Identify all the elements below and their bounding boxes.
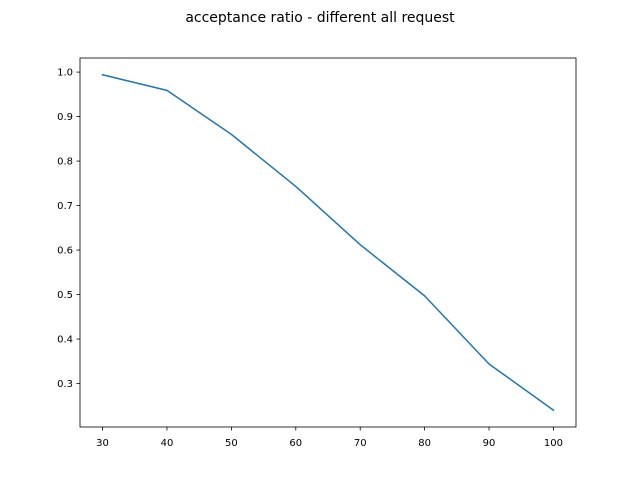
x-tick-label: 70 xyxy=(354,438,367,449)
y-tick-label: 0.8 xyxy=(57,157,73,168)
y-axis: 0.3 0.4 0.5 0.6 0.7 0.8 0.9 1.0 xyxy=(57,68,80,390)
plot-area-frame xyxy=(79,57,577,428)
chart-title: acceptance ratio - different all request xyxy=(185,10,455,26)
x-tick-label: 50 xyxy=(225,438,238,449)
y-tick-label: 0.7 xyxy=(57,201,73,212)
y-tick-label: 0.6 xyxy=(57,246,73,257)
x-tick-label: 90 xyxy=(483,438,496,449)
series-line-0 xyxy=(101,73,555,412)
x-axis: 30 40 50 60 70 80 90 100 xyxy=(96,427,563,449)
y-tick-label: 0.9 xyxy=(57,112,73,123)
series-layer xyxy=(101,73,555,412)
x-tick-label: 60 xyxy=(289,438,302,449)
y-tick-label: 0.5 xyxy=(57,290,73,301)
y-tick-label: 0.3 xyxy=(57,379,73,390)
y-tick-label: 1.0 xyxy=(57,68,73,79)
x-tick-label: 100 xyxy=(544,438,563,449)
x-tick-label: 80 xyxy=(418,438,431,449)
y-tick-label: 0.4 xyxy=(57,335,73,346)
x-tick-label: 40 xyxy=(161,438,174,449)
x-tick-label: 30 xyxy=(96,438,109,449)
